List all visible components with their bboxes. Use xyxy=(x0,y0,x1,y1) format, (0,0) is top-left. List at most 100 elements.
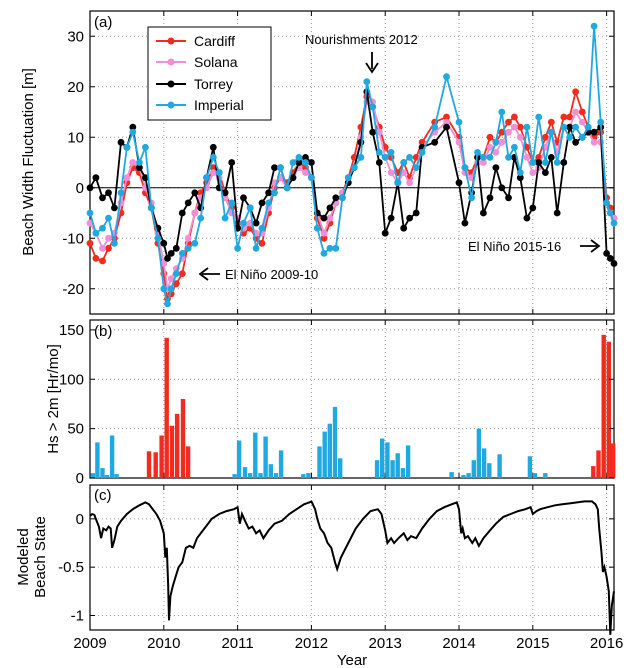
data-point xyxy=(597,118,605,126)
annotation-elnino-2009: El Niño 2009-10 xyxy=(198,267,318,282)
bar xyxy=(174,413,180,478)
bar xyxy=(169,425,175,478)
bar xyxy=(385,442,390,478)
data-point xyxy=(191,239,199,247)
data-point xyxy=(326,244,334,252)
data-point xyxy=(511,123,518,131)
data-point xyxy=(164,255,171,262)
data-point xyxy=(542,159,549,166)
data-point xyxy=(271,189,278,197)
data-point xyxy=(492,138,500,146)
data-point xyxy=(123,174,131,182)
data-point xyxy=(486,194,494,202)
data-point xyxy=(535,113,543,121)
panel-a-frame xyxy=(89,10,615,315)
data-point xyxy=(547,128,555,136)
data-point xyxy=(566,133,574,141)
data-point xyxy=(455,179,463,187)
data-point xyxy=(234,244,242,252)
bar xyxy=(611,443,616,478)
down-arrow-icon xyxy=(365,62,379,74)
data-point xyxy=(240,194,247,202)
data-point xyxy=(461,219,469,227)
y-tick-label: -1 xyxy=(71,608,84,625)
y-tick-label: 0 xyxy=(76,180,84,197)
data-point xyxy=(320,214,328,222)
data-point xyxy=(406,179,413,187)
legend-entry-cardiff: Cardiff xyxy=(156,33,235,49)
data-point xyxy=(606,209,614,217)
data-point xyxy=(498,128,506,136)
data-point xyxy=(332,244,340,252)
data-point xyxy=(172,244,180,252)
bar xyxy=(258,473,263,478)
bar xyxy=(306,473,311,478)
data-point xyxy=(326,204,334,212)
series-line-cardiff xyxy=(89,88,615,302)
data-point xyxy=(117,138,125,146)
data-point xyxy=(160,239,168,247)
y-tick-label: 20 xyxy=(67,79,84,96)
data-point xyxy=(387,149,395,156)
data-point xyxy=(99,244,106,252)
data-point xyxy=(560,113,568,121)
y-tick-label: -0.5 xyxy=(58,559,84,576)
data-point xyxy=(455,118,463,126)
bar xyxy=(591,466,596,478)
panel-b-storm-hours: 0 50 100 150 (b) Hs > 2m [Hr/mo] xyxy=(45,319,616,487)
data-point xyxy=(590,22,598,30)
data-point xyxy=(92,255,100,262)
bar xyxy=(236,440,242,478)
data-point xyxy=(123,143,131,151)
bar xyxy=(268,464,273,478)
data-point xyxy=(400,224,408,232)
bar xyxy=(263,436,268,478)
y-tick-label: 50 xyxy=(67,421,84,438)
data-point xyxy=(480,209,487,217)
data-point xyxy=(505,154,512,161)
data-point xyxy=(412,164,420,172)
bar xyxy=(185,446,191,478)
bar xyxy=(114,474,119,478)
bar xyxy=(471,460,476,478)
bar xyxy=(164,337,169,478)
data-point xyxy=(308,159,315,166)
data-point xyxy=(357,154,365,161)
data-point xyxy=(498,138,506,146)
data-point xyxy=(406,214,413,222)
data-point xyxy=(105,214,112,222)
data-point xyxy=(505,194,512,202)
data-point xyxy=(160,260,168,267)
data-point xyxy=(320,234,328,242)
y-tick-label: 0 xyxy=(76,470,84,487)
legend-label-imperial: Imperial xyxy=(194,97,244,113)
data-point xyxy=(375,128,383,136)
data-point xyxy=(105,234,112,242)
data-point xyxy=(105,244,112,252)
data-point xyxy=(289,159,297,166)
data-point xyxy=(178,209,186,217)
data-point xyxy=(92,229,100,237)
data-point xyxy=(184,234,192,242)
bar xyxy=(332,406,338,478)
annotation-elnino-2009-text: El Niño 2009-10 xyxy=(225,267,318,282)
data-point xyxy=(252,219,260,227)
data-point xyxy=(474,149,481,156)
data-point xyxy=(344,174,352,182)
data-point xyxy=(184,244,192,252)
data-point xyxy=(606,255,614,262)
data-point xyxy=(492,149,500,156)
data-point xyxy=(142,174,149,182)
data-point xyxy=(369,128,377,136)
y-tick-label: 10 xyxy=(67,129,84,146)
x-tick-label: 2013 xyxy=(369,635,402,652)
data-point xyxy=(209,164,217,172)
data-point xyxy=(578,118,586,126)
panel-c-frame xyxy=(89,484,615,631)
data-point xyxy=(590,128,598,136)
data-point xyxy=(209,143,217,151)
x-tick-label: 2010 xyxy=(147,635,180,652)
bar xyxy=(390,460,395,478)
data-point xyxy=(381,229,389,237)
data-point xyxy=(92,174,100,182)
